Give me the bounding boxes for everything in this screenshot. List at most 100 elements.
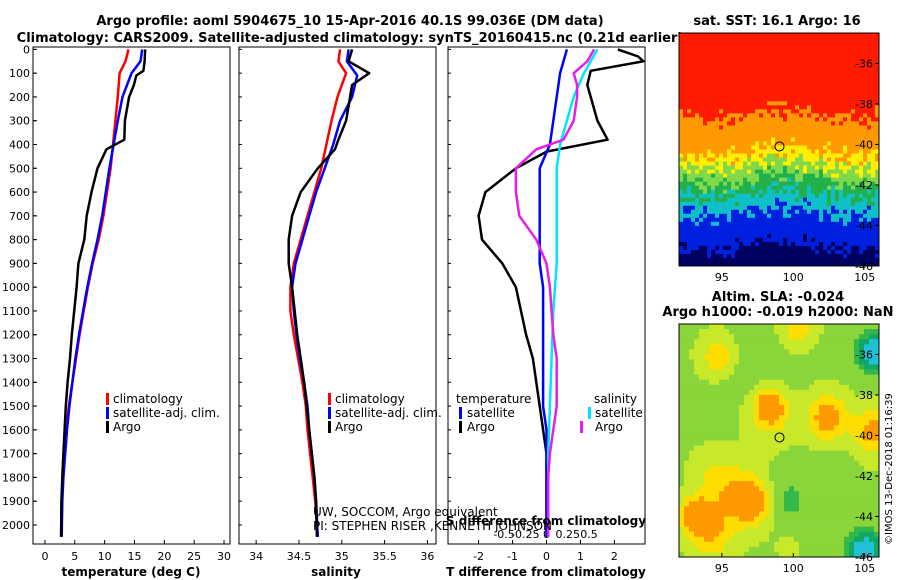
sst-cell (843, 185, 848, 190)
sst-cell (867, 133, 872, 138)
sla-cell (764, 339, 770, 345)
sst-cell (751, 257, 756, 263)
sst-cell (743, 169, 748, 174)
sst-cell (679, 69, 684, 74)
sst-cell (835, 105, 840, 110)
sla-cell (714, 455, 720, 462)
sst-cell (695, 33, 700, 38)
sst-cell (815, 173, 820, 178)
sla-cell (734, 445, 740, 451)
sst-cell (803, 81, 808, 86)
sst-cell (767, 125, 772, 130)
sst-cell (715, 177, 720, 182)
sla-cell (714, 496, 720, 502)
sst-cell (735, 249, 740, 255)
sst-cell (751, 165, 756, 170)
sst-cell (791, 201, 796, 207)
sst-cell (787, 165, 792, 170)
sst-cell (811, 89, 816, 94)
sst-cell (839, 113, 844, 118)
sst-cell (843, 253, 848, 259)
sst-cell (875, 93, 880, 98)
sla-cell (734, 546, 740, 553)
sla-cell (799, 354, 805, 360)
sla-cell (774, 354, 780, 360)
sst-cell (847, 161, 852, 166)
sst-cell (699, 249, 704, 255)
sst-cell (855, 249, 860, 255)
sla-cell (719, 506, 725, 512)
sst-cell (779, 197, 784, 203)
sst-cell (723, 225, 728, 231)
sst-cell (819, 225, 824, 231)
sla-cell (739, 440, 745, 446)
sst-cell (715, 117, 720, 122)
sst-cell (703, 73, 708, 78)
sst-cell (695, 153, 700, 158)
sla-cell (869, 536, 875, 543)
sst-cell (819, 149, 824, 154)
sla-cell (794, 445, 800, 451)
sst-cell (863, 61, 868, 66)
sst-cell (875, 225, 880, 231)
sla-cell (859, 374, 865, 381)
sst-cell (683, 57, 688, 62)
sst-cell (711, 229, 716, 235)
sla-cell (799, 359, 805, 365)
sst-cell (807, 125, 812, 130)
sla-cell (729, 551, 735, 558)
sst-cell (875, 245, 880, 251)
sst-cell (859, 125, 864, 130)
sla-cell (814, 440, 820, 446)
sla-cell (844, 379, 850, 386)
sla-cell (799, 344, 805, 350)
sst-cell (731, 33, 736, 38)
sst-cell (779, 169, 784, 174)
sst-cell (751, 85, 756, 90)
sst-cell (763, 89, 768, 94)
sla-cell (869, 531, 875, 538)
sla-cell (684, 491, 690, 497)
sst-cell (851, 177, 856, 182)
sst-cell (731, 209, 736, 215)
sst-cell (743, 81, 748, 86)
sla-cell (684, 531, 690, 538)
sst-cell (723, 49, 728, 54)
sst-cell (787, 117, 792, 122)
sst-cell (707, 249, 712, 255)
sst-cell (719, 225, 724, 231)
sla-cell (859, 486, 865, 492)
sst-cell (835, 125, 840, 130)
sst-cell (843, 161, 848, 166)
sst-cell (867, 73, 872, 78)
sst-cell (843, 141, 848, 146)
sla-cell (724, 374, 730, 381)
sla-cell (759, 491, 765, 497)
sst-cell (787, 261, 792, 267)
sst-cell (747, 85, 752, 90)
depth-tick-label: 1600 (2, 424, 30, 437)
sla-cell (694, 354, 700, 360)
sst-cell (863, 33, 868, 38)
sst-cell (871, 101, 876, 106)
sst-cell (759, 133, 764, 138)
sla-cell (744, 531, 750, 538)
sst-cell (695, 129, 700, 134)
sla-cell (794, 470, 800, 477)
sst-cell (803, 193, 808, 199)
sst-cell (719, 257, 724, 263)
sla-cell (769, 410, 775, 416)
sla-cell (684, 460, 690, 467)
sst-cell (759, 209, 764, 215)
sst-cell (735, 101, 740, 106)
sst-cell (731, 153, 736, 158)
sla-cell (704, 526, 710, 532)
sla-cell (729, 324, 735, 330)
sla-cell (824, 470, 830, 477)
sst-cell (703, 165, 708, 170)
sla-cell (814, 501, 820, 507)
sla-cell (804, 354, 810, 360)
sst-cell (763, 245, 768, 251)
sst-cell (855, 157, 860, 162)
sst-cell (735, 181, 740, 186)
